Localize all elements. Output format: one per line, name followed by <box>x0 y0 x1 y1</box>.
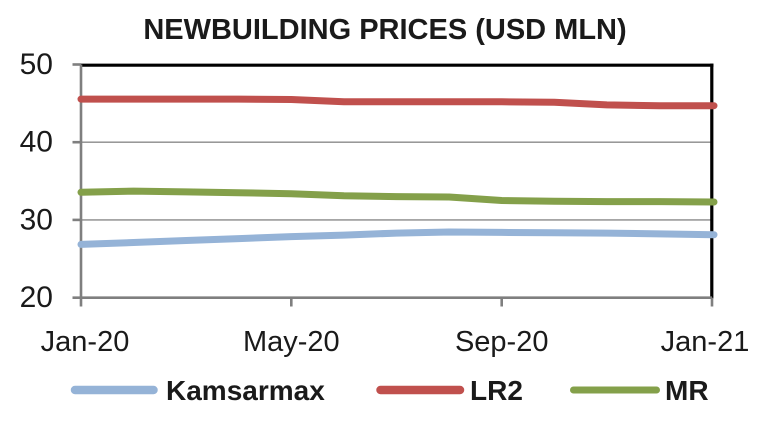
svg-text:MR: MR <box>665 375 709 406</box>
svg-text:Sep-20: Sep-20 <box>455 326 549 358</box>
svg-text:40: 40 <box>20 126 53 159</box>
svg-text:30: 30 <box>20 203 53 236</box>
svg-text:Kamsarmax: Kamsarmax <box>166 375 325 406</box>
svg-text:NEWBUILDING PRICES (USD MLN): NEWBUILDING PRICES (USD MLN) <box>143 14 626 46</box>
svg-text:Jan-21: Jan-21 <box>661 326 750 358</box>
svg-text:LR2: LR2 <box>470 375 523 406</box>
svg-text:Jan-20: Jan-20 <box>41 326 130 358</box>
svg-text:20: 20 <box>20 281 53 314</box>
svg-text:50: 50 <box>20 48 53 81</box>
svg-text:May-20: May-20 <box>243 326 340 358</box>
